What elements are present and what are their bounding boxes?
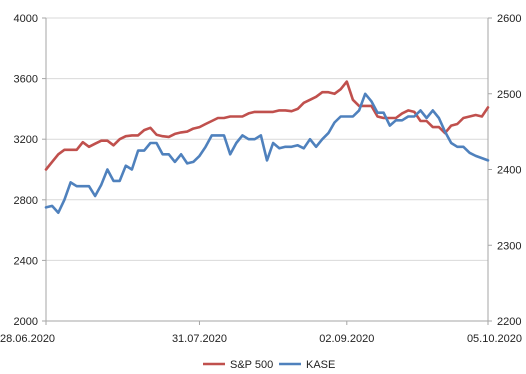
y-left-tick-label: 4000: [14, 13, 38, 25]
y-left-tick-label: 3600: [14, 74, 38, 86]
x-tick-label: 28.06.2020: [0, 333, 55, 345]
x-tick-label: 05.10.2020: [467, 333, 522, 345]
legend-label: KASE: [306, 359, 335, 371]
y-right-tick-label: 2600: [497, 13, 521, 25]
tick-labels: 2000 2400 2800 3200 3600 4000 2200 2300 2400 2500…: [0, 13, 522, 345]
y-left-tick-label: 2000: [14, 316, 38, 328]
x-tick-label: 02.09.2020: [319, 333, 374, 345]
legend-label: S&P 500: [230, 359, 273, 371]
legend: S&P 500 KASE: [203, 359, 335, 371]
y-right-tick-label: 2300: [497, 240, 521, 252]
y-right-tick-label: 2400: [497, 165, 521, 177]
series-lines: [46, 82, 488, 213]
y-left-tick-label: 2400: [14, 255, 38, 267]
y-right-tick-label: 2200: [497, 316, 521, 328]
x-tick-label: 31.07.2020: [172, 333, 227, 345]
y-right-tick-label: 2500: [497, 89, 521, 101]
y-left-tick-label: 2800: [14, 195, 38, 207]
gridlines: [46, 18, 488, 260]
y-left-tick-label: 3200: [14, 134, 38, 146]
